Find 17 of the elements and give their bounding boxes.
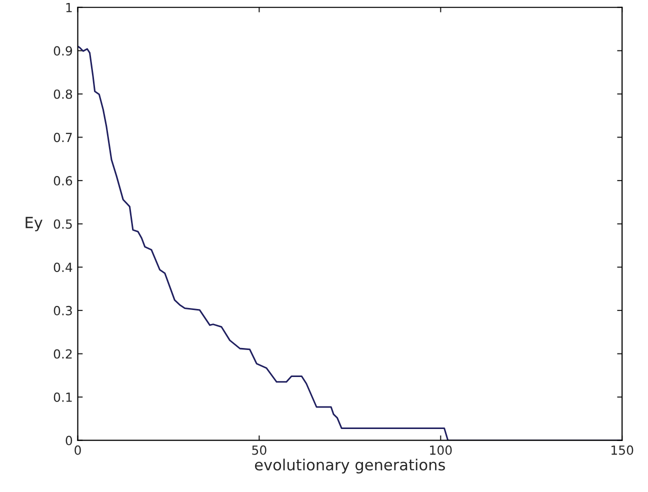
y-tick-label: 0.9: [54, 46, 72, 56]
x-tick-label: 100: [430, 445, 452, 455]
y-tick-label: 1: [66, 3, 72, 12]
y-tick-label: 0.6: [54, 176, 72, 186]
y-tick-label: 0.2: [54, 349, 72, 359]
y-tick-label: 0.7: [54, 132, 72, 142]
y-tick-label: 0.5: [54, 219, 72, 229]
x-tick-label: 50: [252, 445, 266, 455]
y-tick-label: 0: [66, 436, 72, 446]
y-tick-label: 0.4: [54, 262, 72, 272]
y-tick-label: 0.8: [54, 89, 72, 99]
x-tick-label: 0: [74, 445, 81, 455]
y-tick-label: 0.3: [54, 306, 72, 316]
x-tick-label: 150: [612, 445, 634, 455]
y-tick-label: 0.1: [54, 392, 72, 402]
y-axis-title: Ey: [26, 216, 42, 232]
x-axis-title: evolutionary generations: [254, 458, 445, 474]
